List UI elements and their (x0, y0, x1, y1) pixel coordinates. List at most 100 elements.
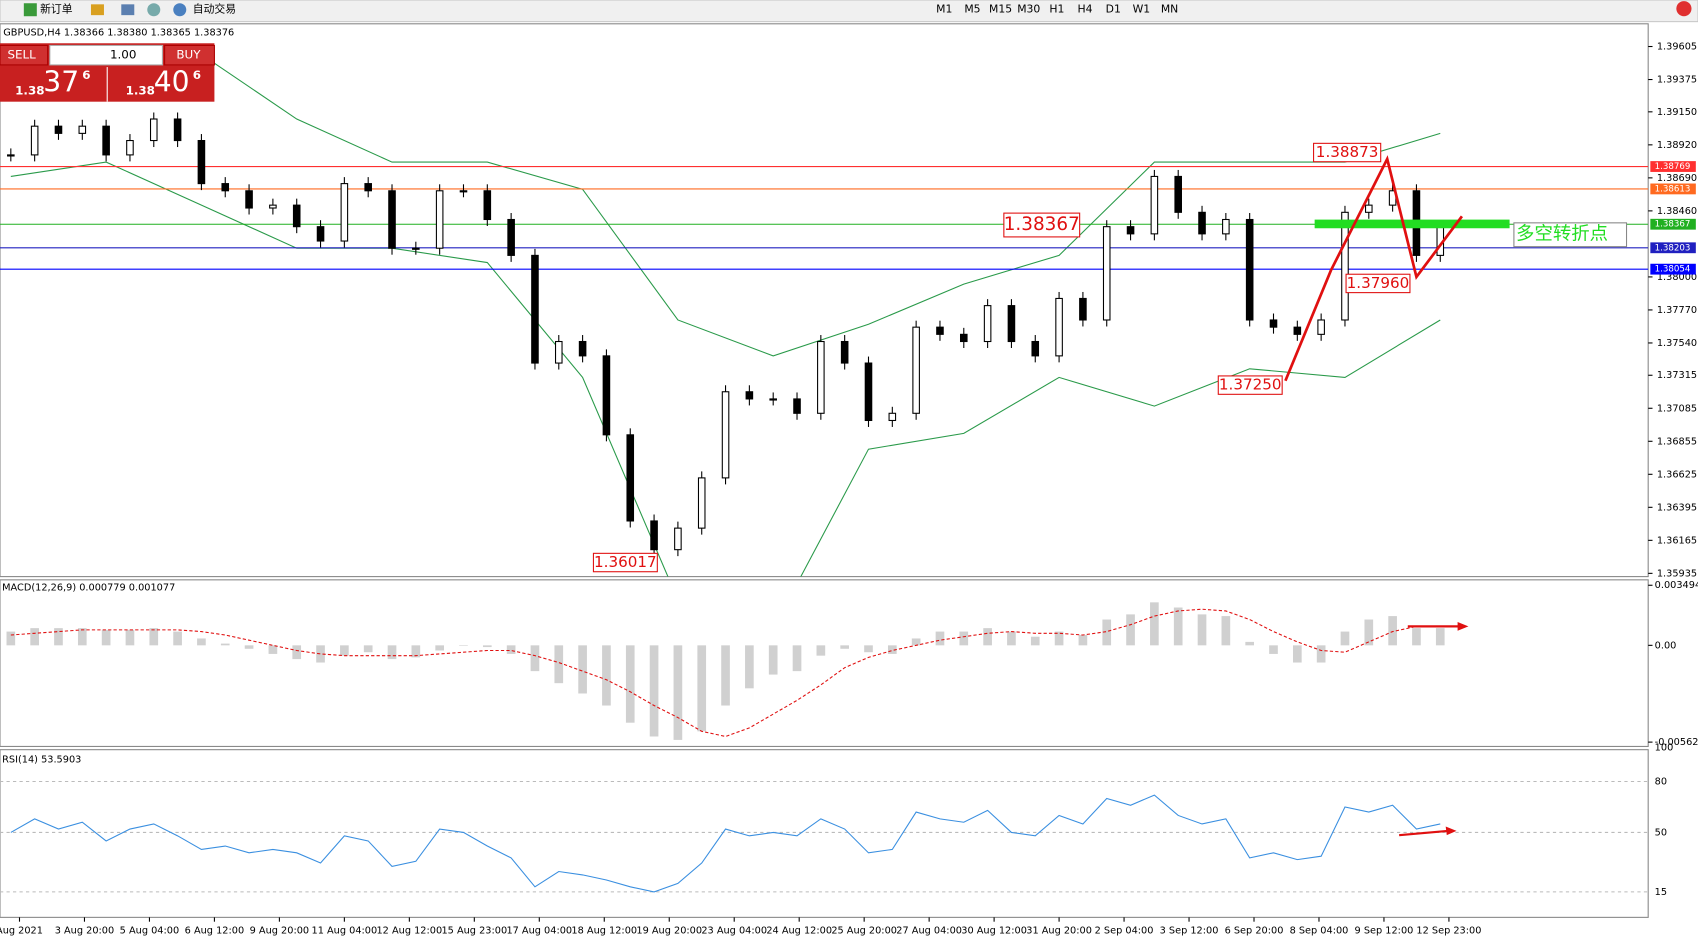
x-tick-label: 3 Aug 20:00 (55, 925, 114, 936)
x-tick-label: 3 Sep 12:00 (1160, 925, 1219, 936)
timeframe[interactable]: M1 (936, 3, 952, 16)
macd-bar (768, 645, 778, 675)
price-note-box (592, 552, 658, 573)
buy-big[interactable]: 40 (154, 65, 190, 98)
macd-bar (554, 645, 564, 684)
candle (721, 391, 730, 479)
toolbar: 新订单 自动交易 M1 M5 M15 M30 H1 H4 D1 W1 MN (0, 0, 1698, 23)
candle (769, 398, 777, 401)
main-pane (0, 23, 1649, 578)
trade-panel: SELL 1.00 BUY 1.38 37 6 1.38 40 6 (0, 43, 215, 102)
level-label: 1.38769 (1655, 162, 1691, 172)
y-tick-label: 1.36395 (1657, 502, 1697, 513)
candle (817, 340, 825, 414)
candle (435, 190, 444, 249)
symbol-header: GBPUSD,H4 1.38366 1.38380 1.38365 1.3837… (3, 27, 234, 38)
lots[interactable]: 1.00 (110, 48, 136, 62)
sell-button[interactable] (0, 44, 49, 66)
new-order-icon[interactable] (23, 3, 37, 17)
macd-bar (173, 631, 182, 646)
candle (340, 183, 349, 242)
x-tick-label: 27 Aug 04:00 (896, 925, 962, 936)
candle (412, 247, 420, 250)
macd-bar (340, 645, 349, 656)
buy-prefix[interactable]: 1.38 (126, 83, 155, 97)
timeframe[interactable]: MN (1161, 3, 1178, 16)
lots-input[interactable] (49, 44, 163, 66)
rsi-pane (0, 749, 1649, 918)
buy-sup[interactable]: 6 (193, 68, 201, 82)
icon[interactable] (90, 4, 104, 16)
candle (959, 333, 968, 343)
macd-bar (911, 638, 921, 646)
buy-label[interactable]: BUY (176, 48, 201, 62)
y-tick-label: 1.36165 (1657, 535, 1697, 546)
timeframe[interactable]: H4 (1078, 3, 1093, 16)
macd-bar (1435, 628, 1445, 646)
macd-bar (816, 645, 826, 656)
auto-trade[interactable]: 自动交易 (193, 2, 236, 16)
sell-label[interactable]: SELL (7, 48, 36, 62)
auto-trade-icon[interactable] (173, 3, 187, 17)
macd-bar (387, 645, 397, 660)
macd-bar (197, 638, 206, 646)
icon[interactable] (121, 4, 135, 16)
candle (507, 218, 515, 256)
sell-big[interactable]: 37 (43, 65, 79, 98)
level-tag (1650, 218, 1696, 230)
macd-bar (1030, 636, 1040, 646)
macd-bar (625, 645, 635, 723)
candle (864, 362, 873, 422)
x-tick-label: 6 Aug 12:00 (185, 925, 244, 936)
price-note-box (1217, 375, 1283, 395)
timeframe[interactable]: W1 (1133, 3, 1151, 16)
macd-bar (649, 645, 659, 737)
macd-bar (602, 645, 611, 706)
macd-bar (6, 631, 16, 646)
sell-prefix[interactable]: 1.38 (15, 83, 44, 97)
macd-bar (745, 645, 754, 689)
macd-bar (77, 628, 87, 646)
timeframe[interactable]: H1 (1049, 3, 1064, 16)
candle (602, 355, 611, 436)
candle (626, 434, 635, 522)
macd-bar (1364, 619, 1374, 646)
candle (102, 125, 110, 156)
buy-button[interactable] (164, 44, 215, 66)
candle (483, 190, 492, 221)
macd-bar (54, 628, 63, 646)
candle (840, 340, 849, 364)
timeframe[interactable]: M15 (989, 3, 1012, 16)
macd-bar (1316, 645, 1326, 663)
y-tick-label: 1.37085 (1657, 403, 1697, 414)
icon[interactable] (147, 3, 161, 17)
candle (1150, 175, 1159, 235)
price-note-box (1345, 273, 1411, 294)
timeframe[interactable]: M30 (1017, 3, 1040, 16)
level-label: 1.38203 (1655, 243, 1691, 253)
y-tick-label: 80 (1655, 776, 1667, 787)
candle (78, 125, 87, 134)
macd-bar (959, 631, 969, 646)
alert-icon[interactable] (1676, 1, 1692, 17)
level-tag (1650, 183, 1696, 195)
candle (1317, 319, 1325, 335)
macd-bar (1197, 614, 1207, 646)
timeframe[interactable]: D1 (1106, 3, 1121, 16)
y-tick-label: 1.39605 (1657, 42, 1697, 53)
candle (936, 326, 944, 335)
bollinger-band (10, 161, 1441, 577)
x-tick-label: 15 Aug 23:00 (441, 925, 507, 936)
new-order[interactable]: 新订单 (40, 2, 73, 16)
macd-bar (1269, 645, 1278, 654)
sell-sup[interactable]: 6 (82, 68, 90, 82)
candle (1222, 218, 1230, 235)
candle (269, 204, 277, 209)
candle (30, 125, 39, 156)
timeframe[interactable]: M5 (964, 3, 980, 16)
candle (364, 183, 372, 192)
macd-signal (10, 608, 1441, 738)
macd-plot (6, 602, 1469, 740)
candle (197, 140, 206, 185)
